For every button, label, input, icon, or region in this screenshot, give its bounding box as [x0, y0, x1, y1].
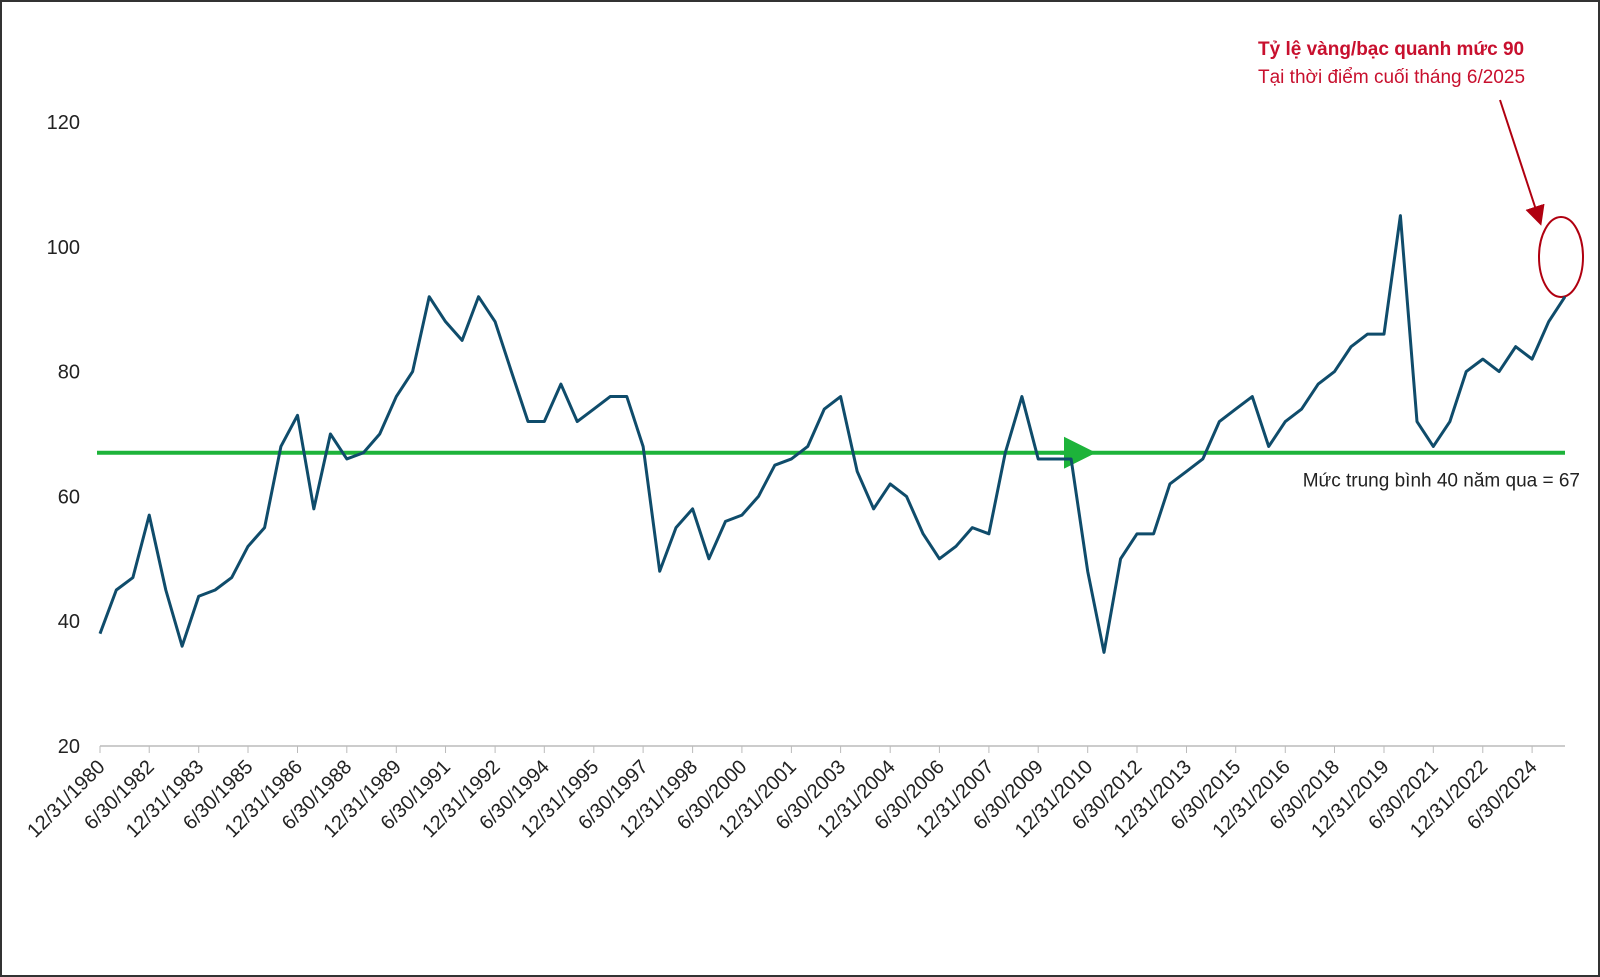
mean-label: Mức trung bình 40 năm qua = 67	[1303, 471, 1580, 492]
y-tick-label: 100	[47, 237, 80, 259]
annotation-circle	[1538, 216, 1584, 298]
y-tick-label: 120	[47, 112, 80, 134]
annotation-subtitle: Tại thời điểm cuối tháng 6/2025	[1258, 67, 1525, 88]
y-tick-label: 20	[58, 736, 80, 758]
y-tick-label: 80	[58, 362, 80, 384]
annotation-title: Tỷ lệ vàng/bạc quanh mức 90	[1258, 39, 1524, 60]
y-tick-label: 40	[58, 611, 80, 633]
line-series	[98, 214, 1567, 654]
y-tick-label: 60	[58, 486, 80, 508]
annotation-arrow	[1499, 99, 1545, 226]
